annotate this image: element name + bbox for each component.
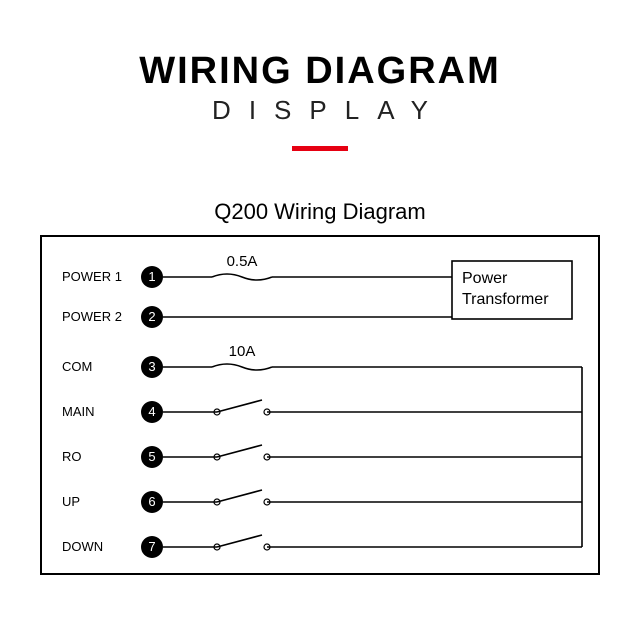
row-label: POWER 2: [62, 309, 122, 324]
row-label: UP: [62, 494, 80, 509]
diagram-title: Q200 Wiring Diagram: [0, 199, 640, 225]
svg-text:3: 3: [148, 359, 155, 374]
header: WIRING DIAGRAM DISPLAY: [0, 0, 640, 151]
svg-text:1: 1: [148, 269, 155, 284]
page-subtitle: DISPLAY: [0, 95, 640, 126]
svg-text:6: 6: [148, 494, 155, 509]
row-label: MAIN: [62, 404, 95, 419]
row-label: RO: [62, 449, 82, 464]
title-underline: [292, 146, 348, 151]
svg-text:2: 2: [148, 309, 155, 324]
row-label: COM: [62, 359, 92, 374]
svg-text:7: 7: [148, 539, 155, 554]
svg-text:5: 5: [148, 449, 155, 464]
row-label: POWER 1: [62, 269, 122, 284]
svg-text:4: 4: [148, 404, 155, 419]
fuse-label: 0.5A: [212, 253, 272, 270]
page-title: WIRING DIAGRAM: [0, 50, 640, 93]
wiring-diagram: 1 2 3 4 5 6 7 PowerTransformer POWER 1 0.5A POWER…: [40, 235, 600, 575]
transformer-label: PowerTransformer: [462, 269, 549, 311]
fuse-label: 10A: [212, 343, 272, 360]
row-label: DOWN: [62, 539, 103, 554]
